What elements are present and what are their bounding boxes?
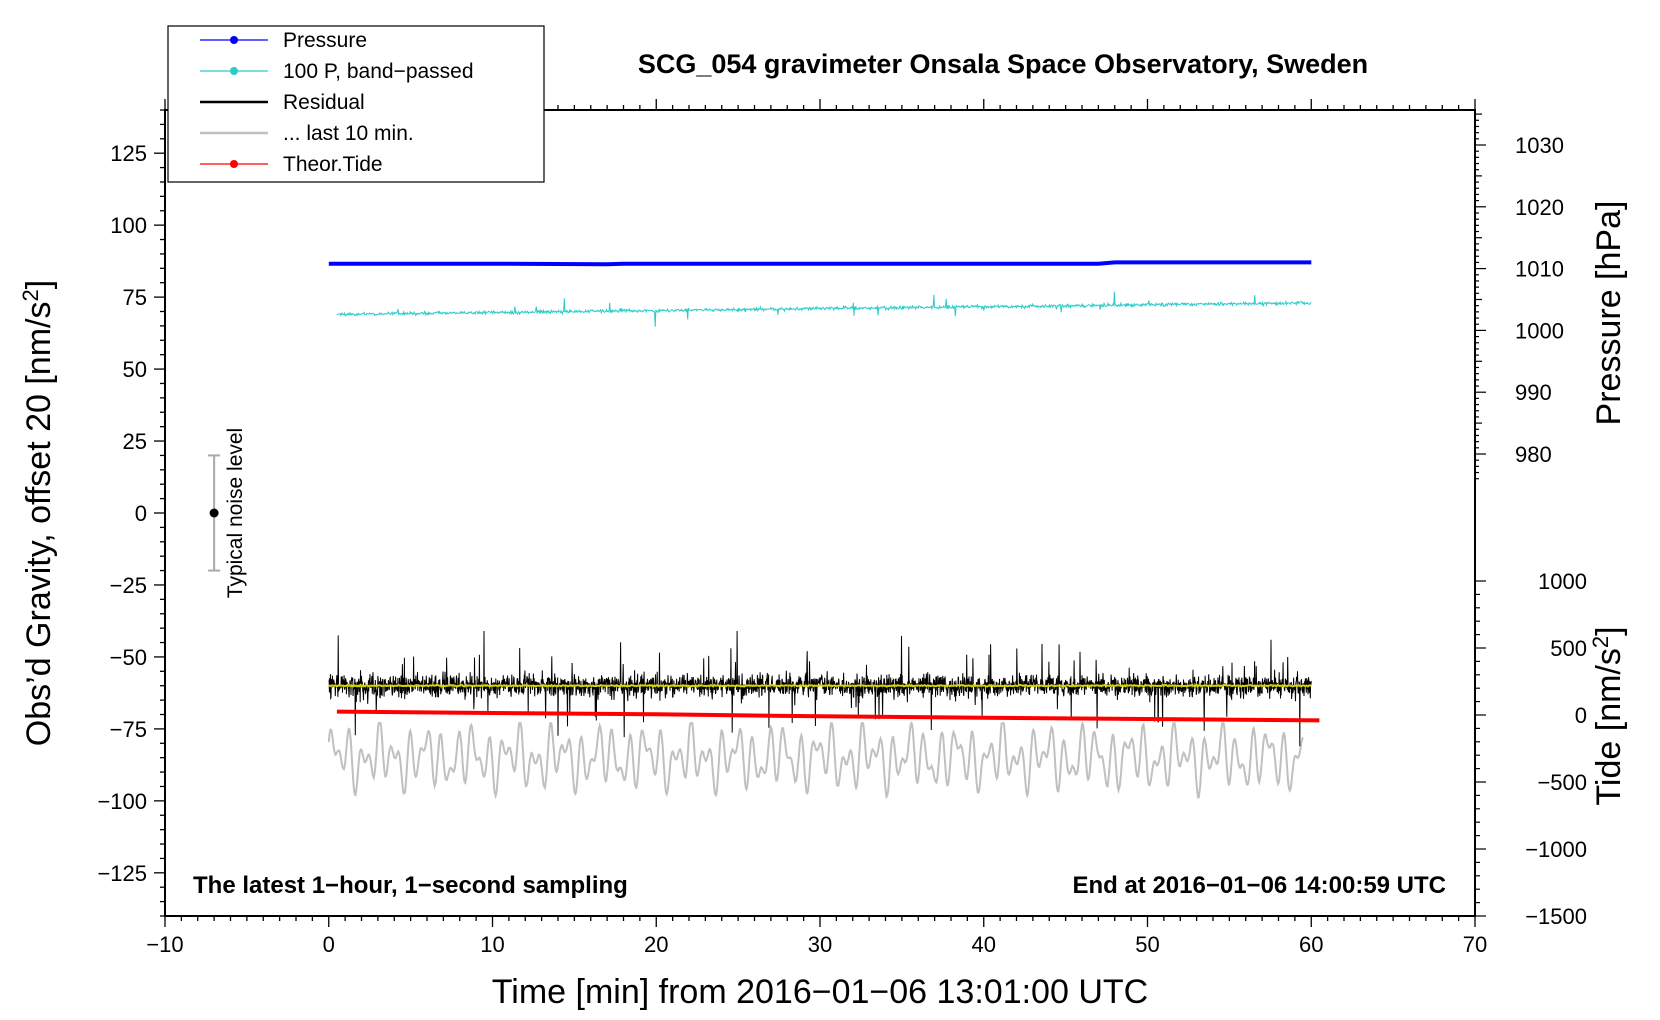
y-axis-left: 125 100 75 50 25 0 −25 −50 −75 −100 −125 xyxy=(97,109,165,917)
legend-label: ... last 10 min. xyxy=(283,122,414,145)
y-axis-title-tide-text: Tide [nm/s xyxy=(1590,648,1628,805)
y-axis-title-pressure: Pressure [hPa] xyxy=(1590,201,1628,426)
legend-label: Residual xyxy=(283,91,365,114)
annotation-bottom-left: The latest 1−hour, 1−second sampling xyxy=(193,872,628,899)
tide-tick-label: 1000 xyxy=(1538,569,1587,594)
chart-title: SCG_054 gravimeter Onsala Space Observat… xyxy=(638,49,1368,79)
legend-label: 100 P, band−passed xyxy=(283,60,474,83)
pressure-tick-label: 990 xyxy=(1515,380,1552,405)
y-left-tick-label: 75 xyxy=(123,285,147,310)
series-pressure xyxy=(328,260,1312,267)
y-left-tick-label: −100 xyxy=(97,789,147,814)
y-left-tick-label: 100 xyxy=(110,213,147,238)
y-left-tick-label: −50 xyxy=(110,645,147,670)
x-tick-label: 70 xyxy=(1463,932,1487,957)
y-axis-pressure: 1030 1020 1010 1000 990 980 xyxy=(1475,113,1564,480)
pressure-tick-label: 980 xyxy=(1515,442,1552,467)
series-last-10-min xyxy=(327,720,1304,800)
pressure-tick-label: 1020 xyxy=(1515,195,1564,220)
noise-bar xyxy=(208,454,221,572)
x-axis-title: Time [min] from 2016−01−06 13:01:00 UTC xyxy=(492,973,1148,1011)
tide-tick-label: 0 xyxy=(1575,703,1587,728)
y-left-tick-label: −25 xyxy=(110,573,147,598)
x-tick-label: 50 xyxy=(1135,932,1159,957)
y-axis-title-left-text: Obs’d Gravity, offset 20 [nm/s xyxy=(20,302,58,747)
y-axis-title-left-sup: 2 xyxy=(18,289,43,301)
y-left-tick-label: 0 xyxy=(135,501,147,526)
y-axis-title-tide-sup: 2 xyxy=(1588,636,1613,648)
noise-bar-label: Typical noise level xyxy=(224,428,247,598)
series-smoothed-residual xyxy=(328,683,1312,689)
x-tick-label: 0 xyxy=(323,932,335,957)
series-band-passed xyxy=(336,291,1312,327)
legend: Pressure 100 P, band−passed Residual ... la… xyxy=(167,25,545,183)
noise-bar-center-dot xyxy=(209,508,219,518)
y-left-tick-label: 50 xyxy=(123,357,147,382)
x-tick-label: 30 xyxy=(808,932,832,957)
y-axis-title-left-bracket: ] xyxy=(20,280,58,289)
x-tick-label: 60 xyxy=(1299,932,1323,957)
series-layer xyxy=(327,260,1320,800)
legend-marker xyxy=(230,36,238,44)
tide-tick-label: −1000 xyxy=(1525,837,1587,862)
y-axis-title-left: Obs’d Gravity, offset 20 [nm/s2] xyxy=(18,280,59,746)
legend-box xyxy=(167,25,545,183)
tide-tick-label: −500 xyxy=(1537,770,1587,795)
annotation-bottom-right: End at 2016−01−06 14:00:59 UTC xyxy=(1072,872,1446,899)
x-tick-label: 10 xyxy=(480,932,504,957)
plot-frame xyxy=(164,109,1476,917)
tide-tick-label: 500 xyxy=(1550,636,1587,661)
y-left-tick-label: −75 xyxy=(110,717,147,742)
y-left-tick-label: 125 xyxy=(110,141,147,166)
y-left-tick-label: 25 xyxy=(123,429,147,454)
legend-label: Pressure xyxy=(283,29,367,52)
pressure-tick-label: 1010 xyxy=(1515,257,1564,282)
legend-label: Theor.Tide xyxy=(283,153,383,176)
y-axis-title-tide-bracket: ] xyxy=(1590,626,1628,635)
legend-marker xyxy=(230,160,238,168)
x-tick-label: 40 xyxy=(972,932,996,957)
series-residual xyxy=(328,630,1312,747)
pressure-tick-label: 1000 xyxy=(1515,318,1564,343)
x-tick-label: 20 xyxy=(644,932,668,957)
y-axis-tide: 1000 500 0 −500 −1000 −1500 xyxy=(1475,569,1587,929)
y-axis-title-tide: Tide [nm/s2] xyxy=(1588,626,1629,805)
legend-marker xyxy=(230,67,238,75)
pressure-tick-label: 1030 xyxy=(1515,133,1564,158)
y-left-tick-label: −125 xyxy=(97,861,147,886)
series-theor-tide xyxy=(336,709,1320,723)
tide-tick-label: −1500 xyxy=(1525,904,1587,929)
x-axis: −10 0 10 20 30 40 50 60 70 xyxy=(146,99,1487,957)
x-tick-label: −10 xyxy=(146,932,183,957)
